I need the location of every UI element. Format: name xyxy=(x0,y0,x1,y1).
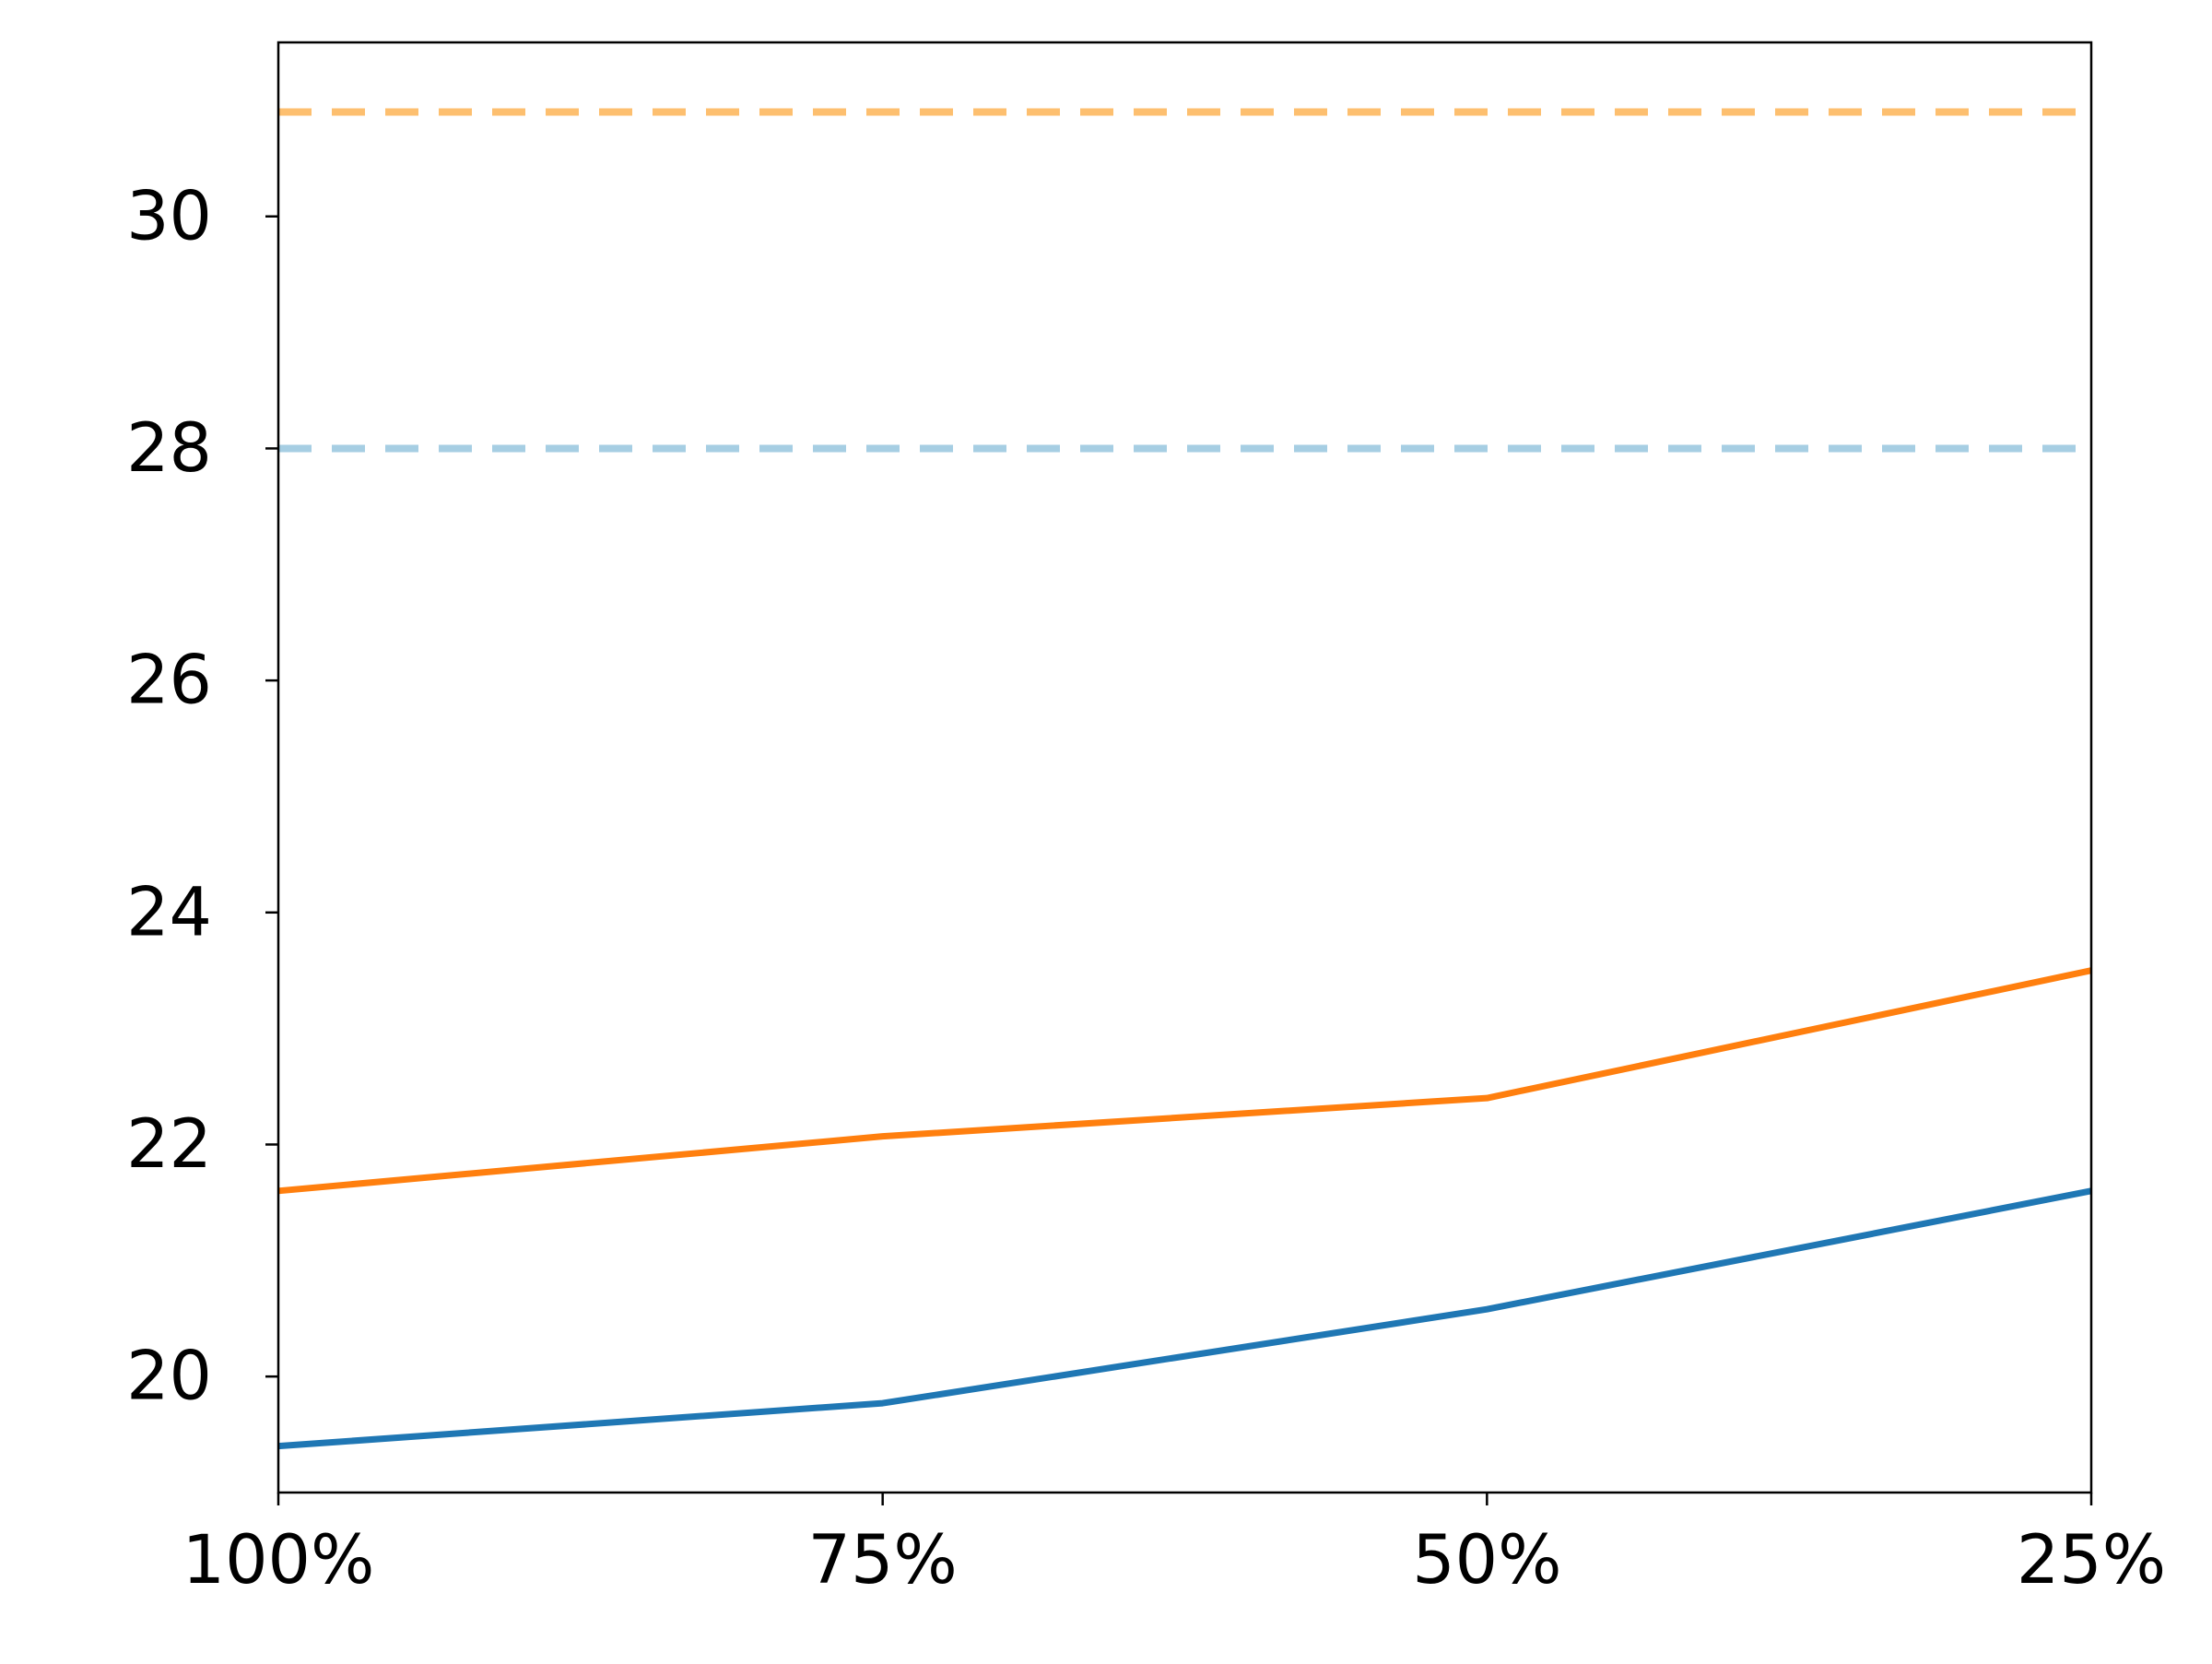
x-tick-label-1: 75% xyxy=(808,1521,958,1599)
y-tick-label-22: 22 xyxy=(126,1105,212,1184)
y-tick-label-28: 28 xyxy=(126,409,212,488)
x-tick-label-3: 25% xyxy=(2017,1521,2166,1599)
x-tick-label-0: 100% xyxy=(182,1521,375,1599)
y-tick-label-30: 30 xyxy=(126,177,212,255)
series-line-1 xyxy=(277,1187,2092,1450)
y-tick-label-20: 20 xyxy=(126,1338,212,1416)
x-tick-label-2: 50% xyxy=(1412,1521,1561,1599)
y-tick-label-24: 24 xyxy=(126,873,212,951)
series-lines xyxy=(277,967,2092,1450)
y-axis: 20 22 24 26 28 30 xyxy=(126,177,278,1416)
plot-frame xyxy=(276,41,2093,1494)
series-line-0 xyxy=(277,967,2092,1195)
x-axis: 100% 75% 50% 25% xyxy=(182,1493,2166,1599)
y-tick-label-26: 26 xyxy=(126,642,212,720)
reference-lines xyxy=(278,108,2091,453)
